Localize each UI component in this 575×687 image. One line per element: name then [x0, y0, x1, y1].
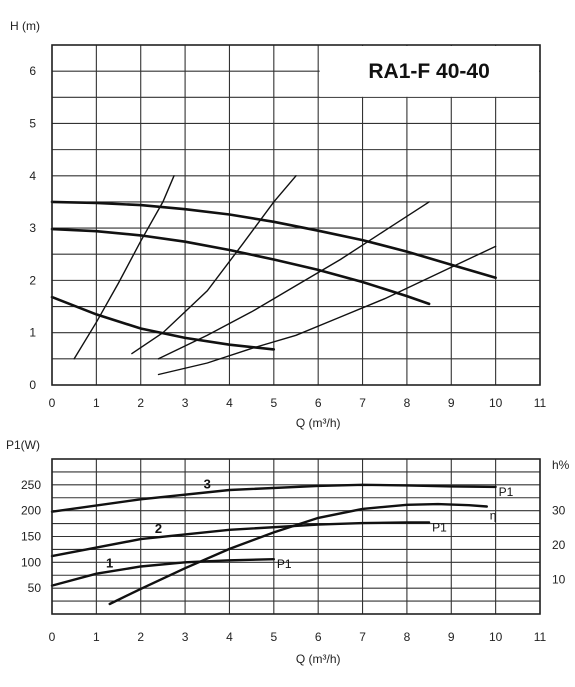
power-chart-grid: [51, 458, 541, 615]
x-tick-label: 0: [49, 396, 56, 410]
x-tick-label: 5: [270, 630, 277, 644]
power-efficiency-chart: P1 3 P1 2 P1 1 η 0 1 2 3 4 5 6 7 8 9 10 11 50 100 150 200 250…: [6, 438, 570, 666]
efficiency-tick-label: 20: [552, 538, 566, 552]
x-tick-label: 10: [489, 396, 503, 410]
power-chart-frame: [51, 458, 541, 615]
x-tick-label: 8: [404, 396, 411, 410]
system-curve-line: [157, 201, 430, 360]
pump-curve-line: [50, 200, 497, 280]
efficiency-curve-line: [108, 502, 488, 606]
model-title: RA1-F 40-40: [368, 60, 489, 83]
x-tick-label: 9: [448, 630, 455, 644]
y-tick-label: 4: [29, 169, 36, 183]
y-tick-label: 50: [28, 581, 42, 595]
x-tick-label: 11: [534, 630, 547, 644]
y-tick-label: 3: [29, 221, 36, 235]
x-tick-label: 8: [404, 630, 411, 644]
x-tick-label: 4: [226, 630, 233, 644]
x-tick-label: 1: [93, 630, 100, 644]
pump-curve-line: [50, 227, 431, 306]
x-tick-label: 2: [137, 396, 144, 410]
power-chart-x-axis-label: Q (m³/h): [296, 652, 341, 666]
power-curve-name: P1: [499, 485, 514, 499]
head-chart-x-axis-label: Q (m³/h): [296, 416, 341, 430]
x-tick-label: 9: [448, 396, 455, 410]
y-tick-label: 200: [21, 504, 41, 518]
x-tick-label: 0: [49, 630, 56, 644]
efficiency-tick-label: 30: [552, 504, 566, 518]
y-tick-label: 0: [29, 378, 36, 392]
y-tick-label: 5: [29, 116, 36, 130]
x-tick-label: 3: [182, 396, 189, 410]
efficiency-tick-label: 10: [552, 573, 566, 587]
system-curve-line: [131, 175, 297, 355]
power-curve-number: 2: [155, 521, 162, 536]
power-curve-name: P1: [277, 557, 292, 571]
y-tick-label: 6: [29, 64, 36, 78]
x-tick-label: 6: [315, 630, 322, 644]
efficiency-axis-label: h%: [552, 458, 570, 472]
head-flow-chart: RA1-F 40-40 0 1 2 3 4 5 6 7 8 9 10 11 0 1 2 3 4 5 6 H (m)…: [10, 19, 547, 430]
power-chart-curves: P1 3 P1 2 P1 1 η: [50, 476, 514, 606]
efficiency-curve-name: η: [490, 509, 497, 523]
power-axis-label: P1(W): [6, 438, 40, 452]
power-curve-line: [50, 558, 275, 587]
x-tick-label: 4: [226, 396, 233, 410]
model-title-box: [319, 46, 539, 97]
x-tick-label: 10: [489, 630, 503, 644]
x-tick-label: 2: [137, 630, 144, 644]
x-tick-label: 1: [93, 396, 100, 410]
x-tick-label: 7: [359, 396, 366, 410]
x-tick-label: 11: [534, 396, 547, 410]
head-axis-label: H (m): [10, 19, 40, 33]
x-tick-label: 7: [359, 630, 366, 644]
power-curve-line: [50, 483, 497, 513]
system-curve-line: [73, 175, 175, 360]
power-curve-number: 3: [204, 476, 211, 491]
x-tick-label: 5: [270, 396, 277, 410]
efficiency-axis-ticks: 10 20 30: [552, 504, 566, 587]
head-chart-x-ticks: 0 1 2 3 4 5 6 7 8 9 10 11: [49, 396, 547, 410]
head-chart-y-ticks: 0 1 2 3 4 5 6: [29, 64, 36, 392]
head-chart-frame: [51, 44, 541, 386]
y-tick-label: 1: [29, 326, 36, 340]
power-curve-number: 1: [106, 556, 113, 571]
system-curve-line: [157, 245, 497, 376]
power-chart-y-ticks: 50 100 150 200 250: [21, 478, 41, 595]
x-tick-label: 6: [315, 396, 322, 410]
y-tick-label: 250: [21, 478, 41, 492]
head-chart-curves: [50, 175, 497, 376]
y-tick-label: 2: [29, 273, 36, 287]
power-chart-x-ticks: 0 1 2 3 4 5 6 7 8 9 10 11: [49, 630, 547, 644]
power-curve-line: [50, 521, 431, 558]
power-curve-name: P1: [432, 521, 447, 535]
x-tick-label: 3: [182, 630, 189, 644]
y-tick-label: 150: [21, 530, 41, 544]
y-tick-label: 100: [21, 555, 41, 569]
